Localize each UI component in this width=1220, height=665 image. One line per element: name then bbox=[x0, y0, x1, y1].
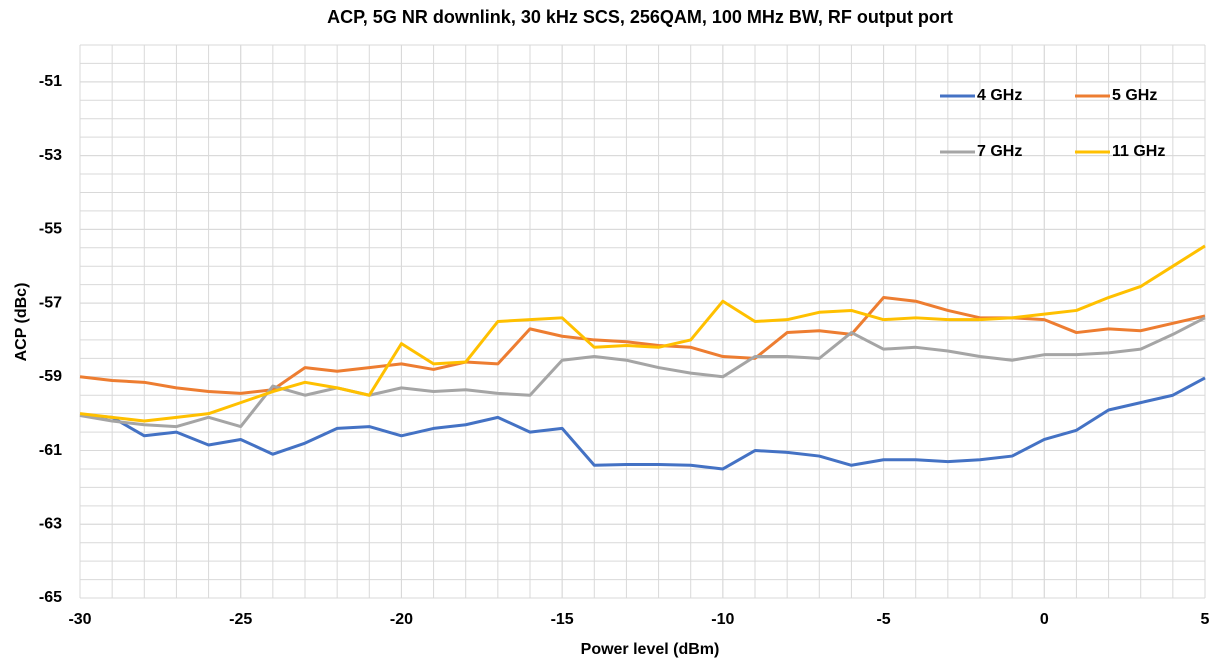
x-tick-label: -10 bbox=[711, 611, 734, 628]
series-line bbox=[79, 244, 1206, 423]
x-tick-label: -30 bbox=[68, 611, 91, 628]
legend-label: 11 GHz bbox=[1112, 143, 1165, 160]
series-line bbox=[79, 376, 1206, 471]
y-tick-label: -63 bbox=[39, 515, 62, 532]
y-tick-label: -55 bbox=[39, 221, 62, 238]
legend-label: 5 GHz bbox=[1112, 87, 1157, 104]
x-tick-label: -20 bbox=[390, 611, 413, 628]
y-tick-label: -61 bbox=[39, 442, 62, 459]
y-axis-label: ACP (dBc) bbox=[13, 283, 30, 362]
legend-label: 4 GHz bbox=[977, 87, 1022, 104]
x-axis-label: Power level (dBm) bbox=[581, 641, 720, 658]
y-tick-label: -57 bbox=[39, 294, 62, 311]
x-tick-label: 5 bbox=[1201, 611, 1210, 628]
x-tick-label: -5 bbox=[876, 611, 890, 628]
x-tick-label: -15 bbox=[551, 611, 574, 628]
chart-title: ACP, 5G NR downlink, 30 kHz SCS, 256QAM,… bbox=[327, 7, 953, 27]
y-tick-label: -65 bbox=[39, 589, 62, 606]
x-tick-label: 0 bbox=[1040, 611, 1049, 628]
y-tick-label: -59 bbox=[39, 368, 62, 385]
y-tick-label: -51 bbox=[39, 73, 62, 90]
y-tick-label: -53 bbox=[39, 147, 62, 164]
legend-label: 7 GHz bbox=[977, 143, 1022, 160]
x-tick-label: -25 bbox=[229, 611, 252, 628]
series-line bbox=[79, 316, 1206, 429]
